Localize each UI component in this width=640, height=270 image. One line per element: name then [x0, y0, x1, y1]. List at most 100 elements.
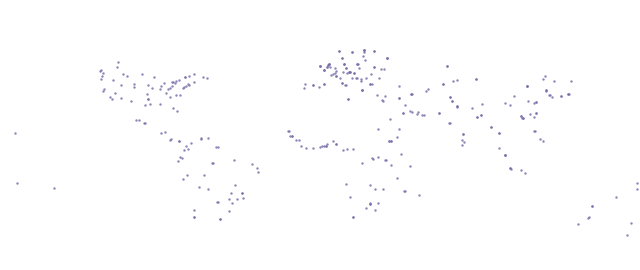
Point: [319, 82, 329, 86]
Point: [331, 69, 341, 73]
Point: [299, 86, 309, 90]
Point: [139, 121, 149, 125]
Point: [381, 56, 392, 60]
Point: [180, 144, 191, 148]
Point: [369, 65, 380, 70]
Point: [339, 62, 349, 66]
Point: [351, 75, 362, 80]
Point: [406, 110, 417, 114]
Point: [538, 77, 548, 81]
Point: [359, 49, 369, 54]
Point: [340, 66, 351, 70]
Point: [394, 127, 404, 132]
Point: [349, 71, 359, 75]
Point: [199, 173, 209, 177]
Point: [181, 84, 191, 89]
Point: [165, 137, 175, 142]
Point: [378, 187, 388, 191]
Point: [136, 72, 147, 76]
Point: [215, 217, 225, 221]
Point: [467, 106, 477, 110]
Point: [173, 159, 183, 163]
Point: [149, 75, 159, 80]
Point: [323, 63, 333, 67]
Point: [392, 134, 402, 139]
Point: [183, 82, 193, 86]
Point: [406, 92, 417, 96]
Point: [202, 187, 212, 191]
Point: [357, 88, 367, 92]
Point: [563, 92, 573, 96]
Point: [538, 139, 548, 143]
Point: [326, 73, 336, 77]
Point: [632, 180, 640, 185]
Point: [155, 102, 165, 106]
Point: [452, 104, 462, 109]
Point: [347, 50, 357, 54]
Point: [321, 144, 331, 148]
Point: [611, 195, 621, 199]
Point: [355, 77, 365, 82]
Point: [377, 98, 387, 102]
Point: [291, 138, 301, 143]
Point: [10, 130, 20, 135]
Point: [400, 103, 410, 107]
Point: [372, 127, 383, 132]
Point: [445, 121, 455, 126]
Point: [549, 79, 559, 83]
Point: [322, 65, 332, 69]
Point: [140, 103, 150, 107]
Point: [294, 138, 304, 143]
Point: [506, 167, 516, 172]
Point: [179, 85, 189, 90]
Point: [105, 94, 115, 99]
Point: [516, 114, 527, 118]
Point: [106, 97, 116, 101]
Point: [361, 76, 371, 80]
Point: [323, 62, 333, 66]
Point: [342, 147, 352, 151]
Point: [509, 94, 519, 98]
Point: [252, 165, 262, 170]
Point: [486, 125, 496, 129]
Point: [516, 114, 526, 118]
Point: [285, 134, 296, 139]
Point: [319, 68, 329, 72]
Point: [394, 96, 404, 100]
Point: [556, 93, 566, 98]
Point: [359, 48, 369, 52]
Point: [339, 62, 349, 66]
Point: [321, 144, 332, 148]
Point: [166, 137, 177, 141]
Point: [438, 82, 449, 86]
Point: [522, 84, 532, 89]
Point: [156, 131, 166, 135]
Point: [352, 62, 362, 67]
Point: [141, 92, 152, 96]
Point: [365, 202, 375, 206]
Point: [330, 71, 340, 75]
Point: [337, 56, 348, 60]
Point: [365, 82, 375, 86]
Point: [340, 82, 351, 87]
Point: [368, 157, 378, 161]
Point: [412, 112, 422, 116]
Point: [352, 62, 362, 67]
Point: [315, 63, 325, 68]
Point: [384, 139, 394, 143]
Point: [366, 72, 376, 76]
Point: [545, 93, 555, 97]
Point: [357, 88, 367, 92]
Point: [385, 162, 396, 167]
Point: [556, 93, 566, 98]
Point: [179, 148, 189, 153]
Point: [447, 79, 458, 83]
Point: [172, 109, 182, 113]
Point: [438, 82, 448, 86]
Point: [227, 200, 237, 205]
Point: [98, 89, 108, 93]
Point: [529, 101, 539, 106]
Point: [500, 100, 510, 105]
Point: [338, 70, 348, 75]
Point: [330, 66, 340, 70]
